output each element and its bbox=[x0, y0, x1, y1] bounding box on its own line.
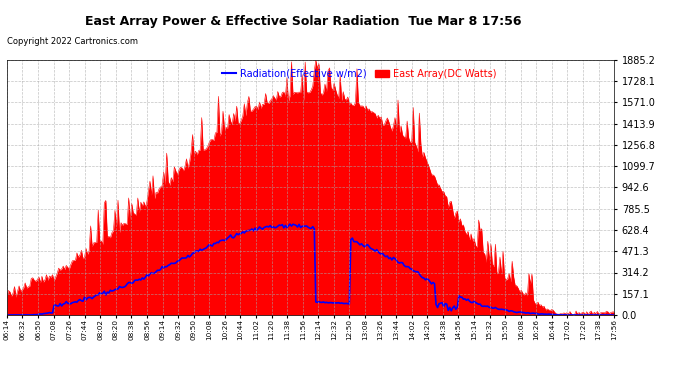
Legend: Radiation(Effective w/m2), East Array(DC Watts): Radiation(Effective w/m2), East Array(DC… bbox=[218, 65, 500, 82]
Text: Copyright 2022 Cartronics.com: Copyright 2022 Cartronics.com bbox=[7, 38, 138, 46]
Text: East Array Power & Effective Solar Radiation  Tue Mar 8 17:56: East Array Power & Effective Solar Radia… bbox=[86, 15, 522, 28]
